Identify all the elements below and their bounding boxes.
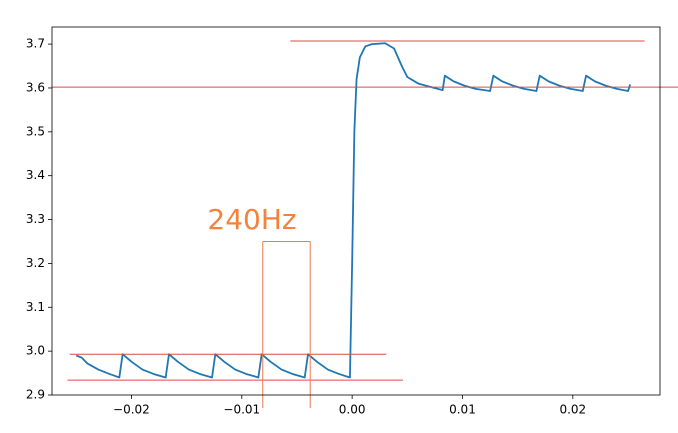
x-tick-label: 0.02	[559, 403, 586, 417]
y-tick-label: 3.0	[26, 344, 45, 358]
x-tick-label: 0.00	[339, 403, 366, 417]
annotation: 240Hz	[207, 203, 296, 236]
y-tick-label: 3.6	[26, 80, 45, 94]
x-tick-label: −0.02	[113, 403, 150, 417]
y-tick-label: 2.9	[26, 388, 45, 402]
y-tick-label: 3.2	[26, 256, 45, 270]
x-tick-label: −0.01	[223, 403, 260, 417]
data-line	[75, 42, 632, 379]
y-tick-label: 3.5	[26, 124, 45, 138]
y-tick-label: 3.4	[26, 168, 45, 182]
plot-frame	[51, 26, 661, 396]
y-tick-label: 3.1	[26, 300, 45, 314]
x-tick-label: 0.01	[449, 403, 476, 417]
y-tick-label: 3.7	[26, 37, 45, 51]
y-tick-label: 3.3	[26, 212, 45, 226]
